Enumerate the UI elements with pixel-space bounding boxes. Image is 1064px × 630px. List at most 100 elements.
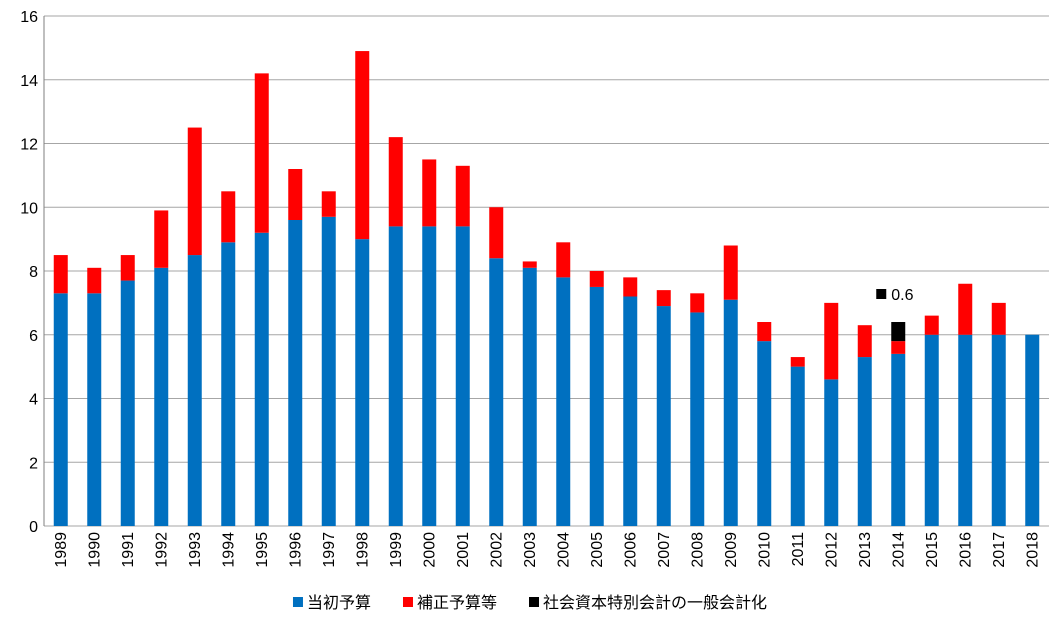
- bar-segment-2-2013: [857, 325, 872, 358]
- bar-segment-1-1994: [221, 242, 236, 526]
- x-tick-label: 2006: [622, 532, 639, 568]
- y-axis-ticks: 0 2 4 6 8 10 12 14 16: [20, 9, 38, 536]
- x-tick-label: 1996: [287, 532, 304, 568]
- bar-segment-2-1990: [87, 267, 102, 294]
- bar-segment-2-2008: [690, 293, 705, 313]
- bar-segment-2-2015: [924, 315, 939, 335]
- y-tick-label: 6: [29, 328, 38, 345]
- y-tick-label: 10: [20, 200, 38, 217]
- bar-segment-1-2006: [623, 296, 638, 526]
- x-tick-label: 1992: [153, 532, 170, 568]
- legend-item-1: 当初予算: [292, 593, 371, 612]
- x-tick-label: 2004: [555, 532, 572, 568]
- bar-segment-2-1989: [53, 255, 68, 294]
- x-tick-label: 2002: [488, 532, 505, 568]
- bar-segment-2-2004: [556, 242, 571, 278]
- bar-segment-2-1999: [388, 137, 403, 227]
- bar-segment-2-1991: [120, 255, 135, 281]
- bar-segment-1-1997: [321, 216, 336, 526]
- x-tick-label: 2008: [689, 532, 706, 568]
- bar-segment-1-2004: [556, 277, 571, 526]
- x-tick-label: 2007: [656, 532, 673, 568]
- bar-segment-1-2003: [522, 267, 537, 526]
- x-tick-label: 2012: [823, 532, 840, 568]
- bar-segment-1-1999: [388, 226, 403, 526]
- bar-segment-2-2012: [824, 302, 839, 380]
- bar-segment-1-1992: [154, 267, 169, 526]
- x-tick-label: 2005: [589, 532, 606, 568]
- bar-segment-2-2003: [522, 261, 537, 268]
- legend: 当初予算 補正予算等 社会資本特別会計の一般会計化: [292, 593, 767, 612]
- x-tick-label: 1999: [388, 532, 405, 568]
- bar-segment-1-2008: [690, 312, 705, 526]
- bar-segment-2-2011: [790, 357, 805, 367]
- x-tick-label: 2015: [924, 532, 941, 568]
- x-tick-label: 2000: [421, 532, 438, 568]
- bars: [53, 51, 1040, 526]
- x-tick-label: 1997: [321, 532, 338, 568]
- bar-segment-2-2006: [623, 277, 638, 297]
- y-tick-label: 14: [20, 73, 38, 90]
- y-tick-label: 16: [20, 9, 38, 26]
- bar-segment-2-1994: [221, 191, 236, 243]
- bar-segment-1-2014: [891, 353, 906, 526]
- bar-segment-2-1993: [187, 127, 202, 256]
- bar-segment-2-2005: [589, 271, 604, 287]
- y-tick-label: 4: [29, 392, 38, 409]
- y-tick-label: 2: [29, 455, 38, 472]
- legend-item-3: 社会資本特別会計の一般会計化: [529, 593, 767, 612]
- bar-segment-2-1992: [154, 210, 169, 268]
- legend-swatch: [292, 597, 303, 607]
- x-tick-label: 2014: [890, 532, 907, 568]
- annotation-marker: [876, 289, 887, 299]
- bar-segment-2-1998: [355, 51, 370, 240]
- x-axis-ticks: 1989 1990 1991 1992 1993 1994 1995 1996 1997 1998…: [53, 532, 1042, 568]
- bar-segment-1-2010: [757, 341, 772, 526]
- bar-segment-2-2014: [891, 341, 906, 354]
- bar-segment-1-2001: [455, 226, 470, 526]
- x-tick-label: 2013: [857, 532, 874, 568]
- bar-segment-1-2002: [489, 258, 504, 526]
- x-tick-label: 1990: [86, 532, 103, 568]
- bar-segment-2-2016: [958, 283, 973, 335]
- legend-label: 社会資本特別会計の一般会計化: [543, 593, 767, 612]
- bar-segment-1-1991: [120, 280, 135, 526]
- bar-segment-1-2013: [857, 357, 872, 526]
- bar-segment-2-2002: [489, 207, 504, 259]
- legend-label: 補正予算等: [417, 593, 497, 612]
- x-tick-label: 1991: [120, 532, 137, 568]
- x-tick-label: 2016: [957, 532, 974, 568]
- x-tick-label: 1989: [53, 532, 70, 568]
- bar-segment-1-2018: [1025, 334, 1040, 526]
- y-tick-label: 0: [29, 519, 38, 536]
- legend-label: 当初予算: [307, 593, 371, 612]
- bar-segment-2-1996: [288, 169, 303, 220]
- annotations: 0.6: [876, 287, 914, 304]
- x-tick-label: 1993: [187, 532, 204, 568]
- bar-segment-3-2014: [891, 322, 906, 342]
- x-tick-label: 1998: [354, 532, 371, 568]
- bar-segment-1-2017: [991, 334, 1006, 526]
- gridlines: [43, 15, 1049, 527]
- bar-segment-1-2011: [790, 366, 805, 526]
- x-tick-label: 2003: [522, 532, 539, 568]
- bar-segment-1-2000: [422, 226, 437, 526]
- bar-segment-2-1997: [321, 191, 336, 217]
- bar-segment-2-2017: [991, 302, 1006, 335]
- bar-segment-2-2009: [723, 245, 738, 300]
- bar-segment-1-1990: [87, 293, 102, 526]
- bar-segment-1-2007: [656, 306, 671, 526]
- bar-segment-1-2009: [723, 299, 738, 526]
- bar-segment-2-2000: [422, 159, 437, 227]
- bar-segment-1-2015: [924, 334, 939, 526]
- bar-segment-2-2010: [757, 322, 772, 342]
- x-tick-label: 2011: [790, 532, 807, 567]
- bar-segment-1-1993: [187, 255, 202, 526]
- x-tick-label: 2017: [991, 532, 1008, 568]
- x-tick-label: 1995: [254, 532, 271, 568]
- bar-segment-1-2012: [824, 379, 839, 526]
- bar-segment-2-1995: [254, 73, 269, 233]
- legend-item-2: 補正予算等: [402, 593, 497, 612]
- x-tick-label: 1994: [220, 532, 237, 568]
